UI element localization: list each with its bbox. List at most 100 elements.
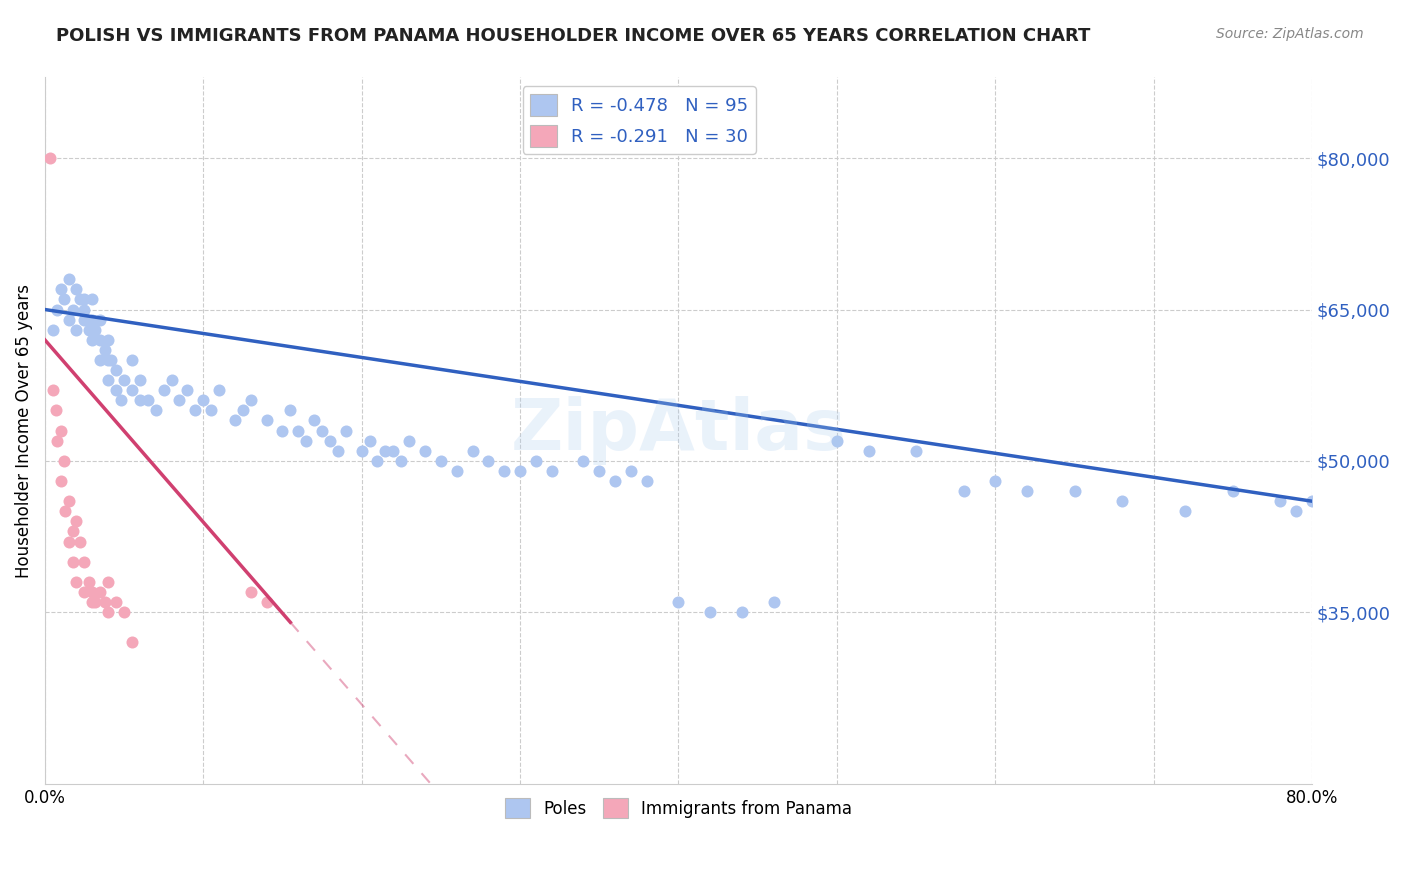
Point — [326, 443, 349, 458]
Point — [287, 424, 309, 438]
Point — [271, 424, 294, 438]
Point — [121, 353, 143, 368]
Point — [128, 393, 150, 408]
Text: ZipAtlas: ZipAtlas — [510, 396, 846, 465]
Point — [52, 293, 75, 307]
Point — [97, 333, 120, 347]
Point — [603, 474, 626, 488]
Point — [1174, 504, 1197, 518]
Point — [46, 434, 69, 448]
Point — [121, 383, 143, 397]
Point — [46, 302, 69, 317]
Point — [256, 595, 278, 609]
Point — [160, 373, 183, 387]
Point — [699, 605, 721, 619]
Point — [905, 443, 928, 458]
Point — [42, 383, 65, 397]
Point — [112, 605, 135, 619]
Point — [49, 474, 72, 488]
Point — [84, 323, 107, 337]
Point — [42, 323, 65, 337]
Point — [73, 293, 96, 307]
Point — [73, 312, 96, 326]
Point — [100, 353, 122, 368]
Point — [1063, 484, 1085, 499]
Point — [256, 413, 278, 427]
Point — [200, 403, 222, 417]
Point — [77, 323, 100, 337]
Text: POLISH VS IMMIGRANTS FROM PANAMA HOUSEHOLDER INCOME OVER 65 YEARS CORRELATION CH: POLISH VS IMMIGRANTS FROM PANAMA HOUSEHO… — [56, 27, 1091, 45]
Point — [762, 595, 785, 609]
Point — [984, 474, 1007, 488]
Point — [58, 272, 80, 286]
Point — [572, 454, 595, 468]
Point — [413, 443, 436, 458]
Point — [184, 403, 207, 417]
Point — [97, 605, 120, 619]
Point — [94, 343, 117, 357]
Point — [1111, 494, 1133, 508]
Point — [335, 424, 357, 438]
Point — [97, 353, 120, 368]
Point — [636, 474, 658, 488]
Text: Source: ZipAtlas.com: Source: ZipAtlas.com — [1216, 27, 1364, 41]
Point — [224, 413, 246, 427]
Point — [620, 464, 643, 478]
Point — [97, 373, 120, 387]
Point — [49, 282, 72, 296]
Point — [509, 464, 531, 478]
Point — [311, 424, 333, 438]
Point — [97, 574, 120, 589]
Point — [65, 282, 87, 296]
Point — [461, 443, 484, 458]
Point — [62, 524, 84, 539]
Point — [145, 403, 167, 417]
Point — [176, 383, 198, 397]
Point — [121, 635, 143, 649]
Point — [477, 454, 499, 468]
Point — [65, 323, 87, 337]
Point — [110, 393, 132, 408]
Point — [280, 403, 302, 417]
Point — [73, 555, 96, 569]
Point — [82, 585, 104, 599]
Point — [208, 383, 231, 397]
Point — [65, 515, 87, 529]
Point — [105, 595, 128, 609]
Point — [382, 443, 405, 458]
Point — [193, 393, 215, 408]
Point — [45, 403, 67, 417]
Point — [524, 454, 547, 468]
Point — [84, 595, 107, 609]
Point — [588, 464, 610, 478]
Point — [73, 302, 96, 317]
Point — [82, 333, 104, 347]
Point — [302, 413, 325, 427]
Point — [1301, 494, 1323, 508]
Point — [52, 454, 75, 468]
Point — [239, 585, 262, 599]
Point — [82, 293, 104, 307]
Point — [112, 373, 135, 387]
Point — [430, 454, 453, 468]
Point — [239, 393, 262, 408]
Point — [58, 494, 80, 508]
Point — [446, 464, 468, 478]
Point — [350, 443, 373, 458]
Point — [825, 434, 848, 448]
Point — [366, 454, 388, 468]
Point — [540, 464, 562, 478]
Point — [494, 464, 516, 478]
Point — [152, 383, 174, 397]
Point — [319, 434, 342, 448]
Y-axis label: Householder Income Over 65 years: Householder Income Over 65 years — [15, 284, 32, 578]
Point — [69, 293, 91, 307]
Point — [1285, 504, 1308, 518]
Point — [89, 353, 111, 368]
Point — [62, 555, 84, 569]
Point — [858, 443, 880, 458]
Legend: Poles, Immigrants from Panama: Poles, Immigrants from Panama — [498, 791, 859, 825]
Point — [65, 574, 87, 589]
Point — [94, 595, 117, 609]
Point — [1270, 494, 1292, 508]
